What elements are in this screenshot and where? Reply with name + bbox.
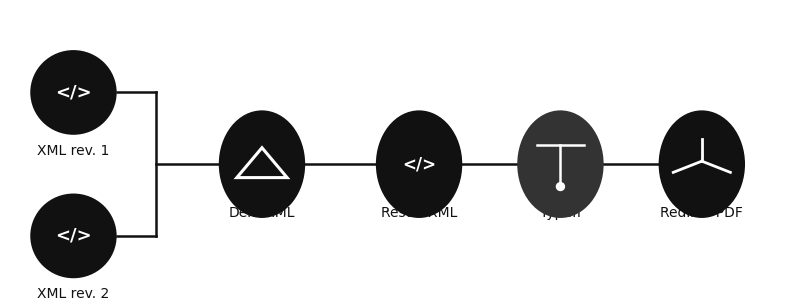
Text: Typefi: Typefi (540, 206, 581, 220)
Ellipse shape (219, 111, 305, 218)
Text: Result XML: Result XML (381, 206, 457, 220)
Ellipse shape (376, 111, 462, 218)
Ellipse shape (517, 111, 604, 218)
Text: XML rev. 2: XML rev. 2 (37, 287, 110, 301)
Ellipse shape (30, 50, 116, 135)
Text: </>: </> (55, 227, 92, 245)
Text: XML rev. 1: XML rev. 1 (37, 144, 110, 158)
Ellipse shape (659, 111, 745, 218)
Text: </>: </> (402, 155, 436, 173)
Text: DeltaXML: DeltaXML (229, 206, 295, 220)
Ellipse shape (30, 193, 116, 278)
Text: </>: </> (55, 84, 92, 101)
Text: Redline PDF: Redline PDF (660, 206, 744, 220)
Ellipse shape (556, 182, 565, 191)
